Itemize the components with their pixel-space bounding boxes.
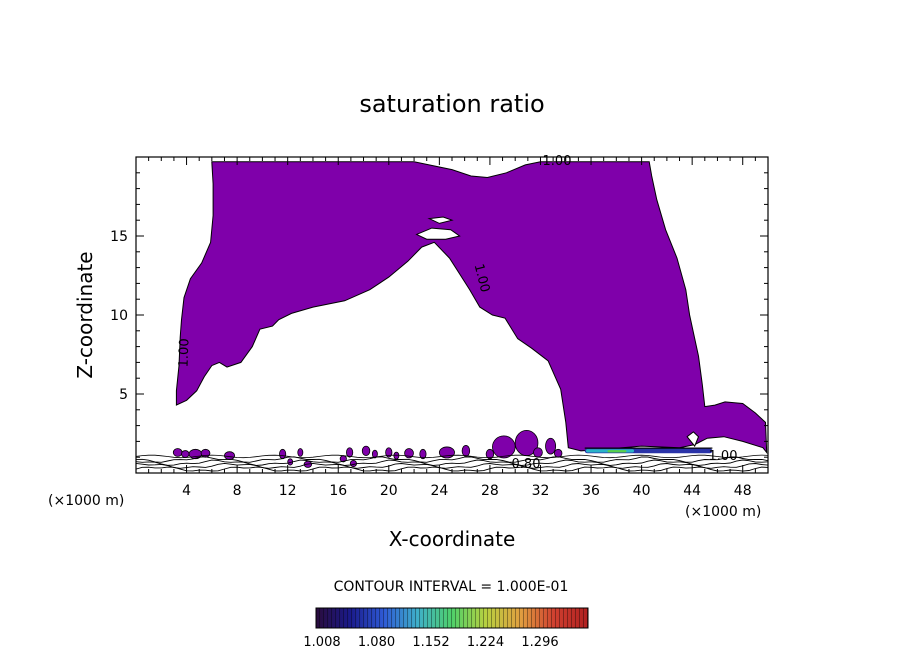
saturation-cell <box>181 450 190 458</box>
saturation-cell <box>419 448 427 460</box>
x-tick-label: 8 <box>233 483 242 499</box>
saturation-cell <box>279 448 287 460</box>
saturation-cell <box>346 447 354 458</box>
high-saturation-shading <box>584 447 713 454</box>
saturation-cell <box>461 444 471 457</box>
region-hole <box>686 431 700 448</box>
x-tick-label: 48 <box>734 483 752 499</box>
x-tick-label: 24 <box>430 483 448 499</box>
chart-title: saturation ratio <box>359 90 544 118</box>
contour-label: 1.00 <box>177 338 193 367</box>
colorbar-ticks: 1.008 1.080 1.152 1.224 1.296 <box>303 635 558 650</box>
x-tick-label: 20 <box>380 483 398 499</box>
y-tick-label: 10 <box>110 308 128 324</box>
saturation-cell <box>533 447 543 458</box>
supersaturation-region <box>175 161 768 455</box>
x-tick-label: 12 <box>279 483 297 499</box>
colorbar-tick-label: 1.152 <box>412 635 449 650</box>
contour-label: 1.00 <box>543 154 572 169</box>
region-holes <box>415 216 700 448</box>
colorbar-frame <box>315 607 589 629</box>
contour-labels: 1.00 1.00 1.00 1.00 0.80 <box>177 154 738 472</box>
y-ticks: 5 10 15 <box>110 172 768 458</box>
contour-label: 1.00 <box>471 262 493 294</box>
colorbar-tick-label: 1.224 <box>467 635 504 650</box>
x-tick-label: 4 <box>182 483 191 499</box>
contour-label: 1.00 <box>709 449 738 464</box>
saturation-cell <box>172 448 183 457</box>
x-tick-label: 44 <box>683 483 701 499</box>
y-tick-label: 5 <box>119 387 128 403</box>
x-tick-label: 32 <box>532 483 550 499</box>
x-tick-label: 16 <box>329 483 347 499</box>
surface-contour <box>136 462 768 469</box>
saturation-cell <box>224 451 235 460</box>
y-axis-label: Z-coordinate <box>73 251 97 378</box>
region-hole <box>415 227 461 240</box>
saturation-cell <box>485 448 495 460</box>
colorbar-tick-label: 1.008 <box>303 635 340 650</box>
saturation-cell <box>492 435 516 459</box>
saturation-cell <box>371 449 378 459</box>
x-tick-label: 36 <box>582 483 600 499</box>
x-unit-right: (×1000 m) <box>685 504 761 520</box>
surface-contour <box>136 456 768 463</box>
contour-label: 0.80 <box>512 457 541 472</box>
x-ticks: 4 8 12 16 20 24 28 32 36 40 44 48 <box>148 157 756 499</box>
x-tick-label: 40 <box>633 483 651 499</box>
shade-outline <box>584 447 713 449</box>
near-surface-cells <box>172 429 563 468</box>
surface-contour <box>136 454 768 459</box>
saturation-cell <box>385 447 393 458</box>
surface-contour <box>136 459 768 466</box>
shade-band <box>607 450 627 453</box>
region-hole <box>427 216 454 224</box>
colorbar-tick-label: 1.080 <box>358 635 395 650</box>
saturation-cell <box>545 437 557 455</box>
colorbar-stripes <box>316 608 588 628</box>
saturation-cell <box>553 448 563 458</box>
y-tick-label: 15 <box>110 229 128 245</box>
saturation-cell <box>361 445 371 457</box>
saturation-cell <box>297 448 304 457</box>
colorbar-tick-label: 1.296 <box>521 635 558 650</box>
contour-interval-note: CONTOUR INTERVAL = 1.000E-01 <box>334 579 569 595</box>
x-tick-label: 28 <box>481 483 499 499</box>
colorbar: 1.008 1.080 1.152 1.224 1.296 <box>303 607 589 650</box>
x-axis-label: X-coordinate <box>389 527 516 551</box>
x-unit-left: (×1000 m) <box>48 493 124 509</box>
